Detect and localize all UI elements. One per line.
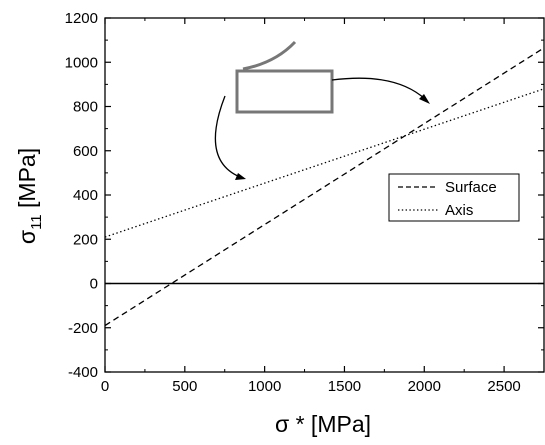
y-tick-label: 800 bbox=[73, 99, 98, 116]
legend-box bbox=[388, 173, 520, 222]
axis-arrowhead-icon bbox=[235, 173, 246, 180]
x-tick-label: 1000 bbox=[248, 378, 281, 395]
x-axis-title: σ * [MPa] bbox=[275, 411, 371, 437]
plot-area: 0 500 1000 1500 2000 2500 -400 -200 0 200 400 600 80… bbox=[65, 10, 545, 395]
x-tick-label: 0 bbox=[101, 378, 109, 395]
x-tick-label: 2000 bbox=[408, 378, 441, 395]
legend-axis-label: Axis bbox=[445, 202, 473, 219]
y-tick-label: -400 bbox=[68, 364, 98, 381]
legend: Surface Axis bbox=[388, 173, 520, 222]
y-tick-label: 200 bbox=[73, 231, 98, 248]
y-axis-title-symbol: σ bbox=[14, 230, 40, 244]
series-line-surface bbox=[105, 47, 544, 327]
x-tick-label: 1500 bbox=[328, 378, 361, 395]
y-tick-label: 1200 bbox=[65, 10, 98, 27]
beam-rectangle bbox=[235, 69, 334, 114]
x-tick-label: 2500 bbox=[487, 378, 520, 395]
series-line-axis bbox=[105, 88, 544, 238]
y-tick-label: -200 bbox=[68, 320, 98, 337]
y-tick-label: 400 bbox=[73, 187, 98, 204]
x-tick-label: 500 bbox=[172, 378, 197, 395]
legend-surface-label: Surface bbox=[445, 179, 497, 196]
y-axis-title-unit: [MPa] bbox=[14, 148, 40, 214]
y-axis-title-subscript: 11 bbox=[28, 214, 45, 230]
y-tick-label: 0 bbox=[90, 276, 98, 293]
surface-arrow bbox=[331, 77, 426, 100]
y-tick-label: 600 bbox=[73, 143, 98, 160]
beam-curve bbox=[242, 40, 297, 71]
y-tick-label: 1000 bbox=[65, 54, 98, 71]
y-axis-title: σ11 [MPa] bbox=[14, 148, 45, 244]
surface-arrowhead-icon bbox=[419, 94, 430, 104]
axis-arrow bbox=[214, 95, 241, 178]
beam-inset-illustration bbox=[214, 40, 430, 180]
